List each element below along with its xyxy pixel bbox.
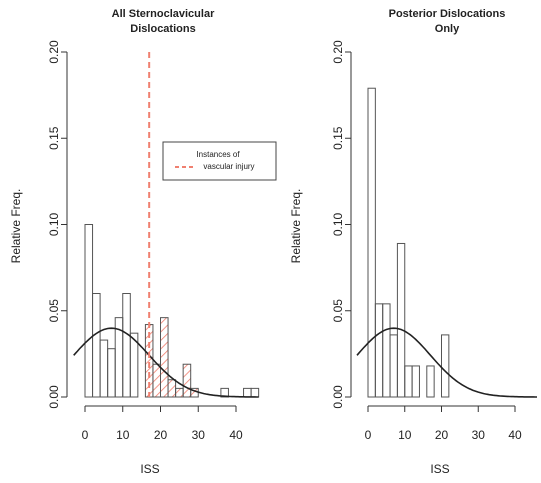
left-vascular-hatch-12 bbox=[175, 388, 184, 397]
left-bar-1 bbox=[92, 293, 101, 398]
left-x-tick-label-4: 40 bbox=[229, 428, 243, 442]
legend-box bbox=[162, 141, 277, 181]
left-x-tick-label-0: 0 bbox=[82, 428, 89, 442]
left-y-tick-label-4: 0.20 bbox=[47, 40, 61, 64]
right-bar-8 bbox=[426, 365, 435, 398]
right-y-tick-label-0: 0.00 bbox=[331, 385, 345, 409]
legend-text-line-2: vascular injury bbox=[203, 162, 254, 171]
left-y-tick-label-2: 0.10 bbox=[47, 212, 61, 236]
left-chart-title-line-1: All Sternoclavicular bbox=[112, 8, 215, 20]
legend-text-line-1: Instances of bbox=[196, 150, 240, 159]
left-x-tick-label-1: 10 bbox=[116, 428, 130, 442]
left-y-tick-label-1: 0.05 bbox=[47, 299, 61, 323]
right-bar-6 bbox=[411, 365, 420, 398]
left-chart-title-line-2: Dislocations bbox=[130, 23, 195, 35]
right-bar-0 bbox=[367, 87, 376, 398]
left-x-tick-label-3: 30 bbox=[192, 428, 206, 442]
right-y-tick-label-2: 0.10 bbox=[331, 212, 345, 236]
left-y-tick-label-3: 0.15 bbox=[47, 126, 61, 150]
right-x-tick-label-4: 40 bbox=[508, 428, 522, 442]
left-bar-10 bbox=[160, 317, 169, 398]
left-bar-18 bbox=[220, 387, 229, 398]
left-bar-3 bbox=[107, 348, 116, 398]
right-y-tick-label-1: 0.05 bbox=[331, 299, 345, 323]
right-y-tick-label-3: 0.15 bbox=[331, 126, 345, 150]
right-bar-4 bbox=[396, 242, 406, 398]
right-x-tick-label-0: 0 bbox=[365, 428, 372, 442]
left-bar-13 bbox=[182, 363, 192, 398]
right-y-tick-label-4: 0.20 bbox=[331, 40, 345, 64]
left-vascular-hatch-8 bbox=[145, 324, 153, 397]
right-y-axis-label: Relative Freq. bbox=[289, 189, 303, 264]
right-chart-title-line-1: Posterior Dislocations bbox=[389, 8, 506, 20]
right-x-axis-label: ISS bbox=[430, 462, 449, 476]
right-chart-title-line-2: Only bbox=[435, 23, 460, 35]
left-bar-5 bbox=[122, 293, 131, 398]
right-x-tick-label-1: 10 bbox=[398, 428, 412, 442]
right-density-curve bbox=[356, 327, 537, 398]
right-bar-3 bbox=[389, 334, 398, 398]
left-density-curve bbox=[73, 327, 259, 398]
right-bar-1 bbox=[374, 303, 384, 398]
left-x-tick-label-2: 20 bbox=[154, 428, 168, 442]
left-bar-0 bbox=[84, 224, 94, 398]
left-bar-2 bbox=[99, 339, 109, 398]
right-bar-2 bbox=[382, 303, 391, 398]
right-x-tick-label-2: 20 bbox=[435, 428, 449, 442]
left-vascular-hatch-11 bbox=[168, 379, 176, 397]
right-bar-5 bbox=[404, 365, 413, 398]
left-bar-22 bbox=[250, 387, 260, 398]
left-x-axis-label: ISS bbox=[140, 462, 159, 476]
left-y-tick-label-0: 0.00 bbox=[47, 385, 61, 409]
left-vascular-hatch-13 bbox=[183, 364, 191, 397]
left-y-axis-label: Relative Freq. bbox=[9, 189, 23, 264]
left-vascular-hatch-14 bbox=[190, 388, 199, 397]
left-bar-6 bbox=[129, 332, 139, 398]
left-vascular-hatch-9 bbox=[152, 364, 161, 397]
left-vascular-hatch-10 bbox=[160, 317, 169, 397]
left-bar-21 bbox=[243, 387, 252, 398]
right-x-tick-label-3: 30 bbox=[472, 428, 486, 442]
right-bar-10 bbox=[441, 334, 450, 398]
